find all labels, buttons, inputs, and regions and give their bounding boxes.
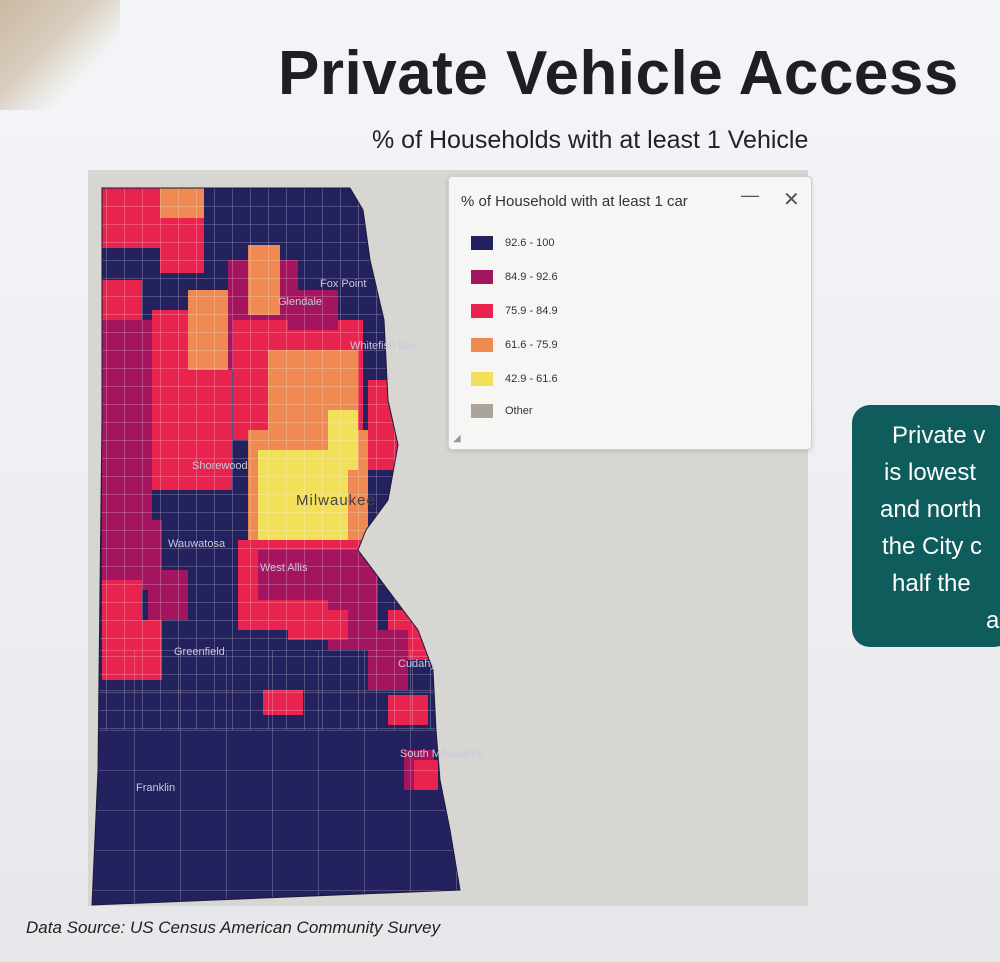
callout-line: is lowest bbox=[884, 459, 977, 486]
page-subtitle: % of Households with at least 1 Vehicle bbox=[372, 126, 809, 154]
desk-corner bbox=[0, 0, 120, 110]
resize-grip-icon[interactable]: ◢ bbox=[453, 433, 461, 444]
legend-label: 75.9 - 84.9 bbox=[505, 305, 558, 317]
city-label-milwaukee: Milwaukee bbox=[296, 492, 376, 509]
map-svg bbox=[91, 187, 461, 906]
place-label-greenfield: Greenfield bbox=[174, 646, 225, 658]
callout-line: and north bbox=[880, 496, 982, 523]
place-label-cudahy: Cudahy bbox=[398, 658, 436, 670]
legend-swatch bbox=[471, 372, 493, 386]
legend-label: 84.9 - 92.6 bbox=[505, 271, 558, 283]
legend-swatch bbox=[471, 236, 493, 250]
legend-swatch bbox=[471, 404, 493, 418]
legend-item: 42.9 - 61.6 bbox=[471, 369, 558, 389]
callout-line: half the bbox=[892, 570, 971, 597]
place-label-shorewood: Shorewood bbox=[192, 460, 248, 472]
legend-panel: % of Household with at least 1 car — ✕ 9… bbox=[448, 176, 812, 450]
legend-item: 61.6 - 75.9 bbox=[471, 335, 558, 355]
legend-swatch bbox=[471, 270, 493, 284]
legend-swatch bbox=[471, 304, 493, 318]
legend-title: % of Household with at least 1 car bbox=[461, 193, 688, 210]
place-label-whitefish-bay: Whitefish Bay bbox=[350, 340, 418, 352]
legend-item: 92.6 - 100 bbox=[471, 233, 555, 253]
close-icon[interactable]: ✕ bbox=[783, 189, 800, 211]
legend-label: 42.9 - 61.6 bbox=[505, 373, 558, 385]
place-label-south-milwaukee: South Milwaukee bbox=[400, 748, 484, 760]
place-label-wauwatosa: Wauwatosa bbox=[168, 538, 226, 550]
place-label-fox-point: Fox Point bbox=[320, 278, 367, 290]
legend-item: 84.9 - 92.6 bbox=[471, 267, 558, 287]
legend-item: 75.9 - 84.9 bbox=[471, 301, 558, 321]
legend-label: 92.6 - 100 bbox=[505, 237, 555, 249]
place-label-west-allis: West Allis bbox=[260, 562, 308, 574]
place-label-franklin: Franklin bbox=[136, 782, 176, 794]
legend-label: 61.6 - 75.9 bbox=[505, 339, 558, 351]
legend-item: Other bbox=[471, 401, 533, 421]
data-source: Data Source: US Census American Communit… bbox=[26, 918, 441, 937]
legend-swatch bbox=[471, 338, 493, 352]
page-title: Private Vehicle Access bbox=[278, 39, 959, 108]
callout-line: a bbox=[986, 607, 1000, 634]
callout-line: Private v bbox=[892, 422, 986, 449]
legend-label: Other bbox=[505, 405, 533, 417]
callout-line: the City c bbox=[882, 533, 983, 560]
callout-box: Private v is lowest and north the City c… bbox=[852, 405, 1000, 647]
place-label-glendale: Glendale bbox=[278, 296, 323, 308]
county-outline bbox=[91, 187, 461, 906]
minimize-icon[interactable]: — bbox=[741, 185, 759, 205]
